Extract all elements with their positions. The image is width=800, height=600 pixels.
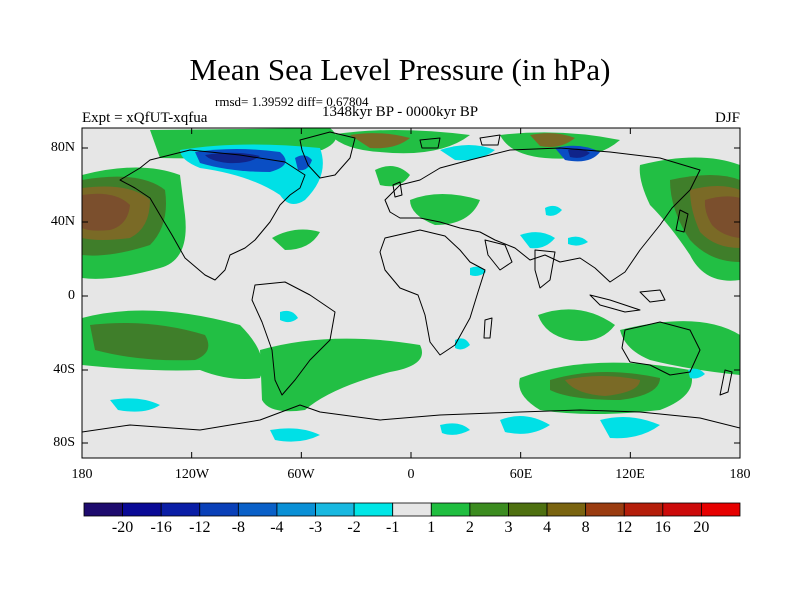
colorbar-swatch [701, 502, 741, 517]
x-tick-label: 0 [407, 467, 415, 482]
axis-ticks [81, 128, 741, 458]
colorbar-swatch [276, 502, 316, 517]
y-tick-label: 0 [68, 288, 75, 303]
colorbar-label: 16 [654, 519, 671, 536]
colorbar-label: -2 [347, 519, 361, 536]
colorbar [83, 502, 741, 517]
colorbar-swatch [315, 502, 355, 517]
colorbar-label: -4 [270, 519, 284, 536]
colorbar-label: 4 [543, 519, 552, 536]
colorbar-swatch [199, 502, 239, 517]
y-tick-label: 80S [53, 435, 75, 450]
colorbar-label: -3 [308, 519, 323, 536]
x-tick-label: 180 [729, 467, 751, 482]
colorbar-label: 3 [504, 519, 513, 536]
y-tick-label: 40S [53, 362, 75, 377]
colorbar-swatch [392, 502, 432, 517]
experiment-label: Expt = xQfUT-xqfua [82, 110, 208, 126]
x-tick-label: 60W [287, 467, 315, 482]
colorbar-swatch [237, 502, 278, 517]
colorbar-swatch [430, 502, 471, 517]
colorbar-label: -12 [189, 519, 211, 536]
plot-title: Mean Sea Level Pressure (in hPa) [189, 52, 611, 87]
colorbar-label: -8 [231, 519, 246, 536]
colorbar-swatch [469, 502, 509, 517]
colorbar-label: -1 [386, 519, 400, 536]
y-tick-label: 80N [50, 140, 75, 155]
coastlines [82, 131, 740, 433]
map-field [82, 128, 740, 458]
x-tick-label: 180 [71, 467, 93, 482]
colorbar-swatch [623, 502, 664, 517]
colorbar-label: 1 [427, 519, 436, 536]
colorbar-swatch [508, 502, 548, 517]
colorbar-swatch [546, 502, 587, 517]
anomaly-darkbrown-regions [82, 193, 740, 238]
colorbar-swatch [353, 502, 394, 517]
y-tick-label: 40N [50, 214, 75, 229]
anomaly-navy-regions [205, 148, 590, 164]
colorbar-label: 20 [693, 519, 710, 536]
colorbar-label: 8 [581, 519, 590, 536]
colorbar-label: -20 [111, 519, 134, 536]
period-label: 1348kyr BP - 0000kyr BP [321, 104, 479, 120]
colorbar-swatch [83, 502, 123, 517]
colorbar-label: 2 [465, 519, 474, 536]
x-tick-label: 120W [174, 467, 210, 482]
colorbar-swatch [160, 502, 201, 517]
colorbar-label: 12 [616, 519, 633, 536]
colorbar-swatch [662, 502, 702, 517]
season-label: DJF [714, 110, 740, 126]
x-tick-label: 120E [615, 467, 645, 482]
colorbar-swatch [585, 502, 625, 517]
colorbar-swatch [122, 502, 162, 517]
x-tick-label: 60E [509, 467, 533, 482]
colorbar-label: -16 [150, 519, 172, 536]
stats-label: rmsd= 1.39592 diff= 0.67804 [215, 94, 369, 109]
